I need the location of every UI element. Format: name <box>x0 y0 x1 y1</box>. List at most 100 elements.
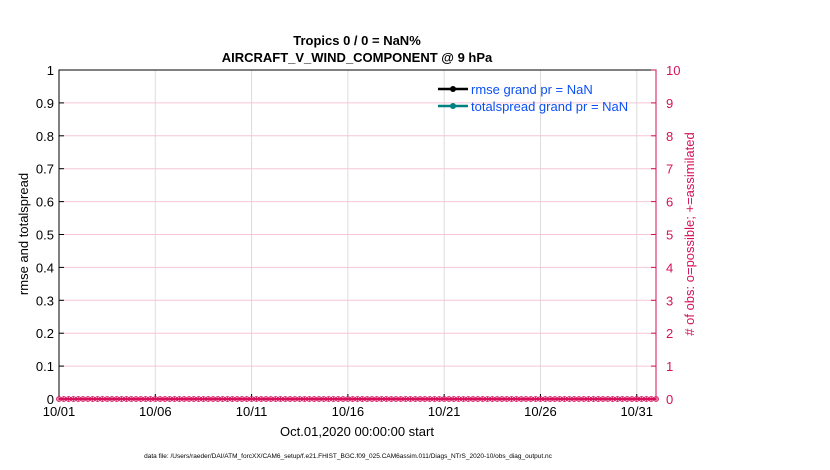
obs-assimilated-marker <box>533 397 538 401</box>
obs-assimilated-marker <box>398 397 403 401</box>
obs-assimilated-marker <box>625 397 630 401</box>
obs-assimilated-marker <box>615 397 620 401</box>
x-tick-label: 10/06 <box>139 404 172 419</box>
obs-assimilated-marker <box>345 397 350 401</box>
obs-assimilated-marker <box>235 397 240 401</box>
obs-assimilated-marker <box>249 397 254 401</box>
obs-assimilated-marker <box>528 397 533 401</box>
obs-assimilated-marker <box>437 397 442 401</box>
obs-assimilated-marker <box>572 397 577 401</box>
obs-assimilated-marker <box>552 397 557 401</box>
y-right-tick-label: 8 <box>666 129 673 144</box>
obs-assimilated-marker <box>283 397 288 401</box>
y-right-tick-label: 3 <box>666 293 673 308</box>
obs-assimilated-marker <box>264 397 269 401</box>
y-right-tick-label: 2 <box>666 326 673 341</box>
obs-assimilated-marker <box>61 397 66 401</box>
obs-assimilated-marker <box>95 397 100 401</box>
obs-assimilated-marker <box>620 397 625 401</box>
x-tick-label: 10/26 <box>524 404 557 419</box>
obs-assimilated-marker <box>591 397 596 401</box>
y-right-tick-label: 7 <box>666 162 673 177</box>
obs-assimilated-marker <box>466 397 471 401</box>
obs-assimilated-marker <box>162 397 167 401</box>
obs-assimilated-marker <box>649 397 654 401</box>
obs-assimilated-marker <box>85 397 90 401</box>
obs-assimilated-marker <box>100 397 105 401</box>
obs-assimilated-marker <box>182 397 187 401</box>
obs-assimilated-marker <box>148 397 153 401</box>
y-tick-label: 0.4 <box>36 260 54 275</box>
obs-assimilated-marker <box>562 397 567 401</box>
obs-assimilated-marker <box>71 397 76 401</box>
obs-assimilated-marker <box>538 397 543 401</box>
obs-assimilated-marker <box>225 397 230 401</box>
obs-assimilated-marker <box>548 397 553 401</box>
obs-assimilated-marker <box>292 397 297 401</box>
obs-assimilated-marker <box>341 397 346 401</box>
x-tick-label: 10/31 <box>620 404 653 419</box>
obs-assimilated-marker <box>307 397 312 401</box>
obs-assimilated-marker <box>586 397 591 401</box>
obs-assimilated-marker <box>601 397 606 401</box>
obs-assimilated-marker <box>369 397 374 401</box>
obs-assimilated-marker <box>384 397 389 401</box>
obs-markers <box>56 396 659 402</box>
obs-assimilated-marker <box>374 397 379 401</box>
obs-assimilated-marker <box>119 397 124 401</box>
obs-assimilated-marker <box>365 397 370 401</box>
y-tick-label: 0.3 <box>36 293 54 308</box>
y-right-tick-label: 5 <box>666 228 673 243</box>
obs-assimilated-marker <box>350 397 355 401</box>
y-tick-label: 0.2 <box>36 326 54 341</box>
obs-assimilated-marker <box>629 397 634 401</box>
chart-title-line-2: AIRCRAFT_V_WIND_COMPONENT @ 9 hPa <box>222 50 493 65</box>
obs-assimilated-marker <box>211 397 216 401</box>
obs-assimilated-marker <box>543 397 548 401</box>
y-tick-label: 0.6 <box>36 195 54 210</box>
obs-assimilated-marker <box>196 397 201 401</box>
obs-assimilated-marker <box>654 397 658 401</box>
obs-assimilated-marker <box>442 397 447 401</box>
legend-rmse-label: rmse grand pr = NaN <box>471 82 593 97</box>
obs-assimilated-marker <box>480 397 485 401</box>
obs-assimilated-marker <box>191 397 196 401</box>
y-right-tick-label: 4 <box>666 260 673 275</box>
obs-assimilated-marker <box>427 397 432 401</box>
obs-assimilated-marker <box>485 397 490 401</box>
obs-assimilated-marker <box>495 397 500 401</box>
legend-totalspread-label: totalspread grand pr = NaN <box>471 99 628 114</box>
obs-assimilated-marker <box>471 397 476 401</box>
obs-assimilated-marker <box>360 397 365 401</box>
obs-assimilated-marker <box>278 397 283 401</box>
x-axis-label: Oct.01,2020 00:00:00 start <box>280 424 434 439</box>
obs-assimilated-marker <box>557 397 562 401</box>
obs-assimilated-marker <box>138 397 143 401</box>
obs-assimilated-marker <box>461 397 466 401</box>
obs-assimilated-marker <box>639 397 644 401</box>
obs-assimilated-marker <box>446 397 451 401</box>
y-tick-label: 0.8 <box>36 129 54 144</box>
obs-assimilated-marker <box>576 397 581 401</box>
obs-assimilated-marker <box>519 397 524 401</box>
obs-assimilated-marker <box>610 397 615 401</box>
obs-assimilated-marker <box>297 397 302 401</box>
obs-assimilated-marker <box>172 397 177 401</box>
obs-assimilated-marker <box>567 397 572 401</box>
obs-assimilated-marker <box>186 397 191 401</box>
obs-assimilated-marker <box>326 397 331 401</box>
y-tick-label: 0.7 <box>36 162 54 177</box>
obs-assimilated-marker <box>422 397 427 401</box>
y-tick-label: 0.5 <box>36 228 54 243</box>
y-tick-label: 0.9 <box>36 96 54 111</box>
x-tick-label: 10/11 <box>236 404 268 419</box>
obs-assimilated-marker <box>90 397 95 401</box>
obs-assimilated-marker <box>451 397 456 401</box>
obs-assimilated-marker <box>288 397 293 401</box>
obs-assimilated-marker <box>153 397 158 401</box>
obs-assimilated-marker <box>114 397 119 401</box>
obs-assimilated-marker <box>129 397 134 401</box>
obs-assimilated-marker <box>355 397 360 401</box>
obs-possible-marker <box>653 396 659 402</box>
